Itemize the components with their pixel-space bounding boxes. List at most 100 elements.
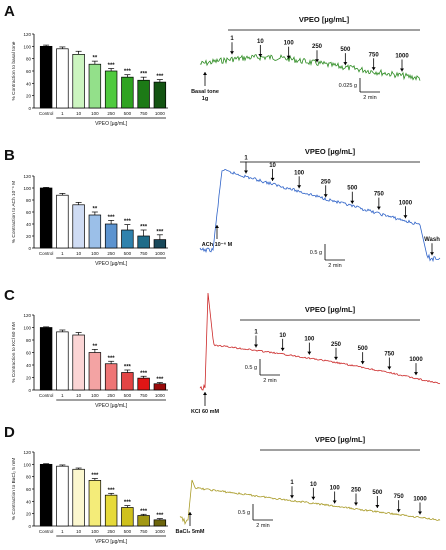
panel-d: D 0 20 40 60 80 100 120 % Contraction to BaCl₂ 5… [4,424,441,545]
dose-arrowhead [286,55,291,59]
significance-label: *** [156,377,164,383]
dose-arrowhead [332,500,337,504]
y-tick-label: 40 [26,363,32,368]
bar [88,480,102,527]
dose-arrowhead [280,347,285,351]
dose-label: 750 [384,352,395,358]
dose-label: 500 [358,346,369,352]
scale-x-label: 2 min [263,378,276,384]
x-tick-label: Control [39,251,54,256]
scale-x-label: 2 min [256,523,269,529]
dose-label: Wash [424,237,440,243]
significance-label: *** [124,500,132,506]
dose-arrowhead [403,215,408,219]
dose-arrowhead [376,206,381,210]
dose-arrowhead [371,67,376,71]
significance-label: *** [140,225,148,231]
dose-label: 1 [254,329,258,335]
y-tick-label: 80 [26,57,32,62]
trace-header: VPEO [µg/mL] [305,305,356,314]
bar [88,352,102,391]
y-tick-label: 40 [26,81,32,86]
y-tick-label: 100 [23,186,31,191]
bar [56,465,69,527]
bar [56,48,69,109]
x-tick-label: 10 [76,251,82,256]
x-tick-label: 250 [107,111,115,116]
bar [104,70,118,109]
dose-label: 100 [294,170,305,176]
dose-label: 1 [244,155,248,161]
trace: VPEO [µg/mL] 1 10 100 250 500 750 1000 Wash ACh 1… [199,147,441,269]
dose-label: 750 [369,52,380,58]
x-tick-label: Control [39,393,54,398]
panel-c: C 0 20 40 60 80 100 120 % Contraction to KCl 60 … [4,287,441,415]
y-tick-label: 20 [26,94,32,99]
dose-arrowhead [400,68,404,72]
dose-label: 500 [372,490,383,496]
y-tick-label: 80 [26,198,32,203]
bar [72,334,85,391]
scale-y-label: 0.025 g [339,83,357,89]
x-tick-label: 1000 [155,393,166,398]
bar [137,235,150,249]
x-axis-label: VPEO [µg/mL] [95,121,128,127]
x-tick-label: 1 [61,111,64,116]
dose-label: 1000 [399,200,413,206]
trace-header: VPEO [µg/mL] [305,147,356,156]
y-tick-label: 0 [28,524,31,529]
dose-arrowhead [315,59,319,63]
significance-label: *** [156,229,164,235]
y-tick-label: 120 [23,174,31,179]
bar [153,383,167,391]
bar [121,76,134,109]
x-tick-label: 100 [91,393,99,398]
dose-label: 1 [230,36,234,42]
trace-line [199,54,421,81]
significance-label: ** [93,56,98,62]
scale-y-label: 0.5 g [238,510,250,516]
y-tick-label: 60 [26,487,32,492]
significance-label: *** [108,356,116,362]
significance-label: ** [93,344,98,350]
bar [137,79,150,109]
x-tick-label: 250 [107,529,115,534]
dose-label: 500 [347,186,358,192]
scale-x-label: 2 min [328,263,341,269]
trace: VPEO [µg/mL] 1 10 100 250 500 750 1000 BaCl₂ 5mM… [175,435,441,535]
significance-label: *** [156,513,164,519]
bar [88,214,102,249]
significance-label: *** [91,473,99,479]
start-label: KCl 60 mM [191,409,220,415]
start-sublabel: 1g [202,96,208,102]
bar [104,223,118,249]
bar [153,239,167,249]
x-tick-label: 500 [124,251,132,256]
dose-label: 250 [331,342,342,348]
dose-arrowhead [290,495,294,499]
x-tick-label: 1 [61,251,64,256]
y-tick-label: 120 [23,32,31,37]
trace-header: VPEO [µg/mL] [299,15,350,24]
trace: VPEO [µg/mL] 1 10 100 250 500 750 1000 KCl 60 mM… [191,292,441,415]
trace-line [199,168,441,263]
dose-label: 10 [279,333,286,339]
x-tick-label: 750 [140,111,148,116]
significance-label: *** [140,509,148,515]
x-tick-label: 250 [107,393,115,398]
dose-label: 1000 [395,53,409,59]
x-tick-label: 250 [107,251,115,256]
scale-x-label: 2 min [363,95,376,101]
significance-label: *** [124,365,132,371]
start-arrowhead [203,392,207,395]
panel-a: A 0 20 40 60 80 100 120 % Contraction to basal t… [4,3,421,127]
y-tick-label: 60 [26,351,32,356]
dose-arrowhead [375,505,380,509]
bar [56,194,69,249]
y-tick-label: 0 [28,106,31,111]
dose-arrowhead [360,361,365,365]
y-tick-label: 20 [26,512,32,517]
trace-header: VPEO [µg/mL] [315,435,366,444]
dose-label: 250 [312,44,323,50]
bar [88,63,102,109]
